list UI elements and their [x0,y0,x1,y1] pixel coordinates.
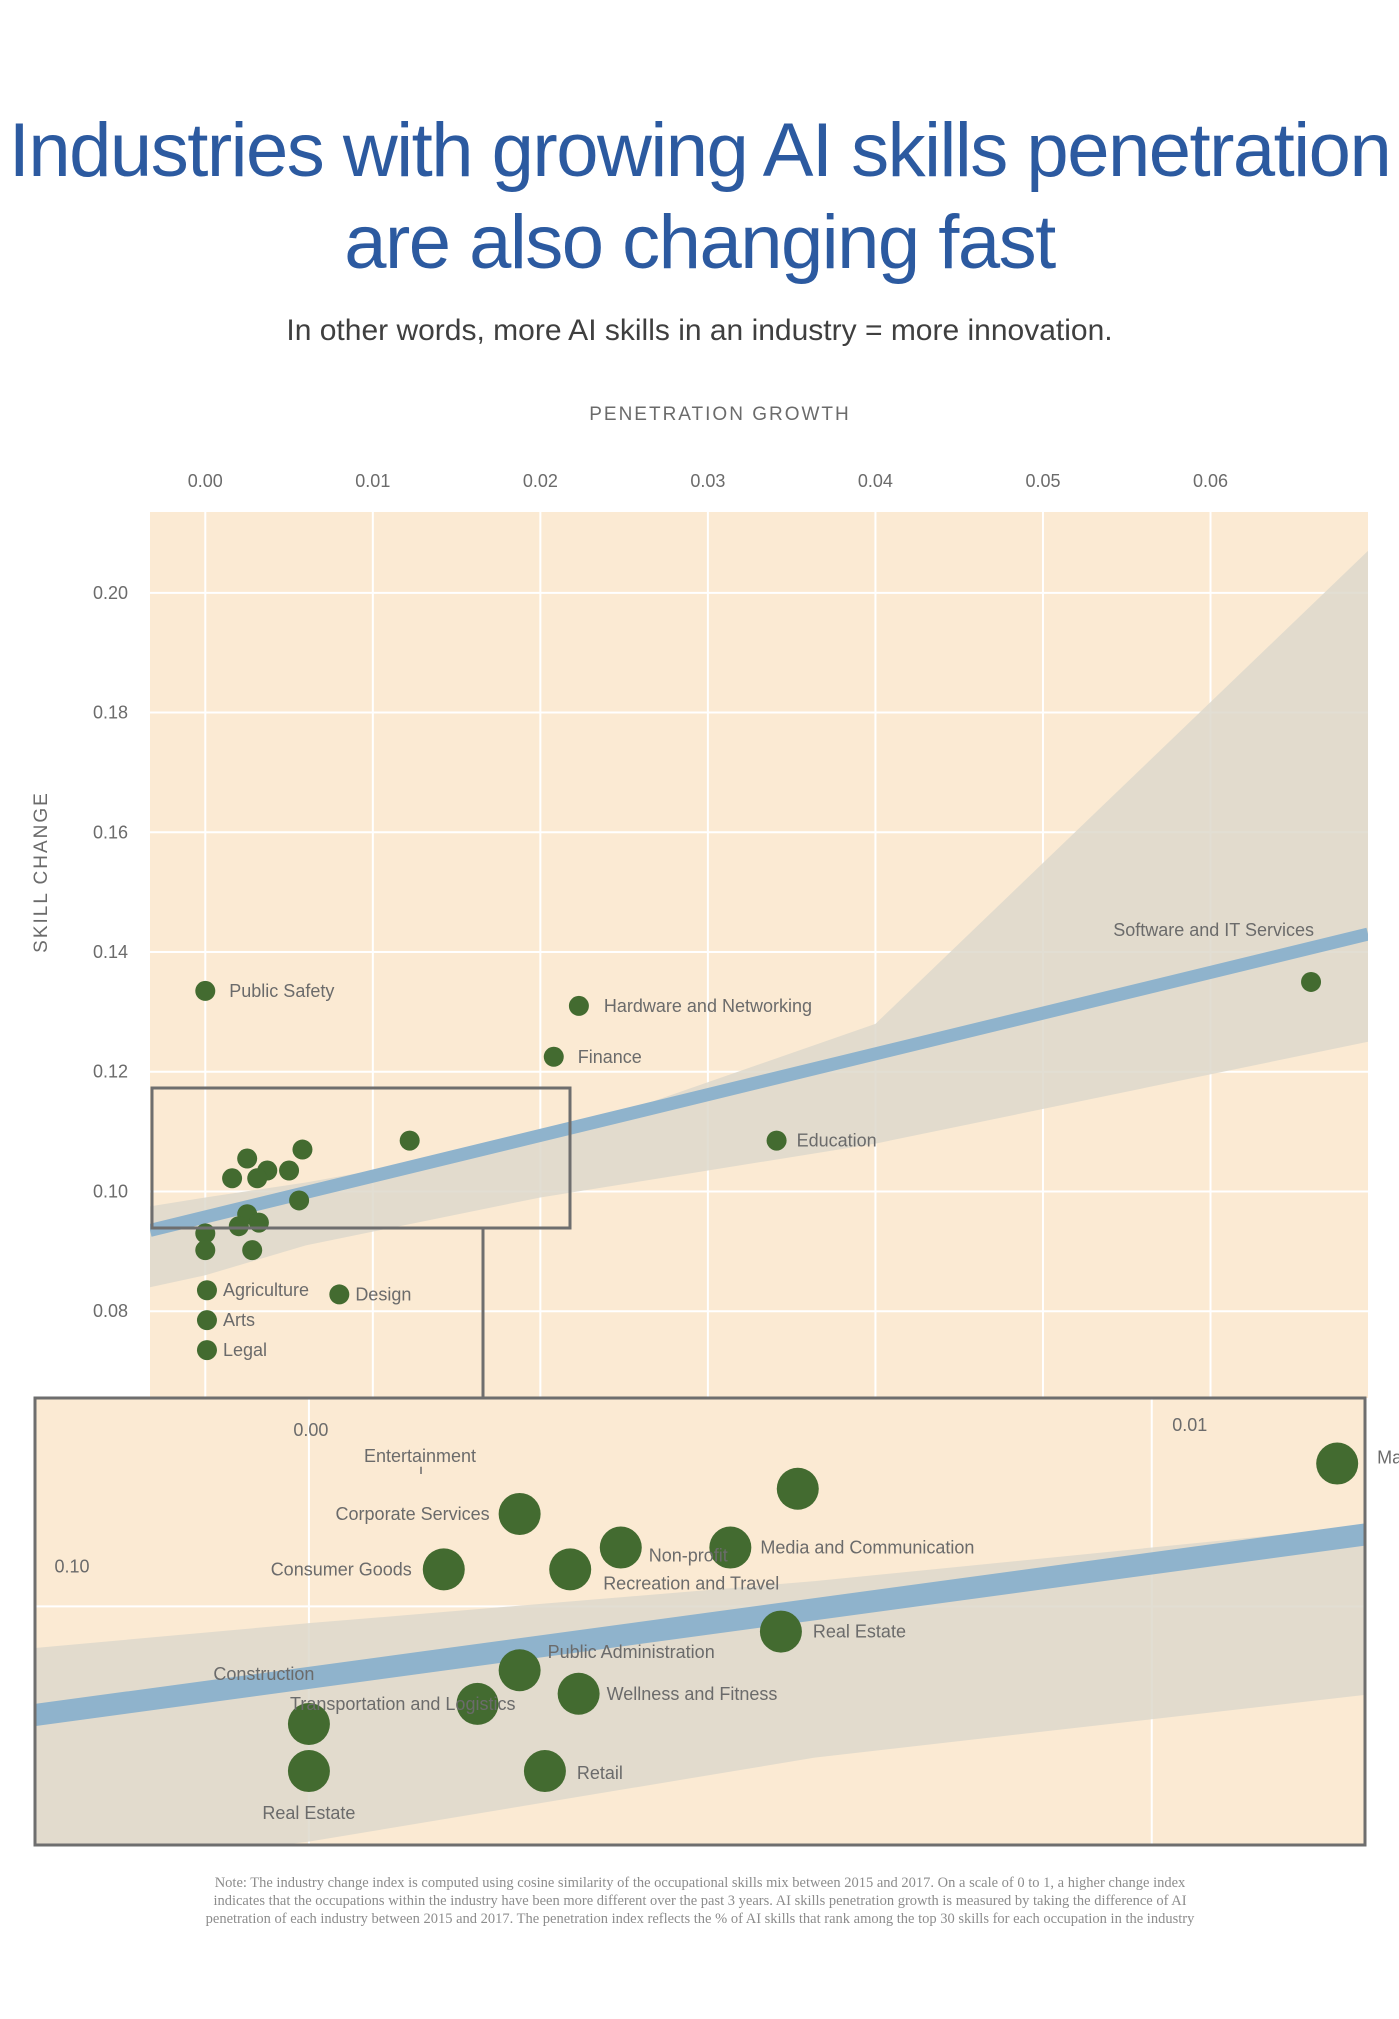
data-point [242,1240,263,1261]
data-point [289,1190,310,1211]
inset-data-label: Public Administration [548,1642,715,1662]
y-axis-title: SKILL CHANGE [31,791,52,953]
zoom-highlight-box [150,1086,572,1230]
data-label: Legal [223,1340,267,1360]
data-point [195,980,216,1001]
inset-data-point [456,1682,499,1725]
data-point [196,1310,217,1331]
x-tick-label: 0.05 [1025,471,1060,491]
data-label: Finance [578,1047,642,1067]
inset-trend-line [35,1523,1365,1727]
x-tick-label: 0.02 [523,471,558,491]
inset-data-point [1316,1442,1359,1485]
inset-data-label: Entertainment [364,1446,476,1466]
data-label: Education [797,1131,877,1151]
data-point [1301,971,1322,992]
inset-data-point [599,1526,642,1569]
inset-data-label: Real Estate [813,1622,906,1642]
main-plot-clip [150,550,1368,1288]
data-label: Agriculture [223,1280,309,1300]
inset-data-point [557,1672,600,1715]
inset-data-point [498,1649,541,1692]
main-plot: 0.00 0.01 0.02 0.03 0.04 0.05 0.06 0.08 0.10 0.12… [31,404,1368,1398]
x-tick-label: 0.04 [858,471,893,491]
data-point [228,1216,249,1237]
inset-data-label: Consumer Goods [271,1559,412,1579]
y-tick-label: 0.08 [93,1301,128,1321]
data-label: Design [355,1284,411,1304]
data-label: Arts [223,1310,255,1330]
inset-x-tick-label: 0.01 [1172,1415,1207,1435]
inset-y-tick-label: 0.10 [54,1556,89,1576]
inset-data-label: Recreation and Travel [603,1573,779,1593]
inset-confidence-band [35,1526,1365,1845]
inset-clip [35,1398,1365,1845]
footnote: Note: The industry change index is compu… [120,1874,1280,1928]
data-point [399,1130,420,1151]
data-point [766,1130,787,1151]
data-label: Hardware and Networking [604,996,812,1016]
inset-data-label: Transportation and Logistics [290,1694,515,1714]
x-tick-label: 0.00 [188,471,223,491]
inset-data-point [549,1548,592,1591]
inset-data-label: Wellness and Fitness [607,1684,778,1704]
inset-data-label: Manufacturing [1377,1448,1399,1468]
inset-data-label: Construction [213,1664,314,1684]
inset-data-point [287,1703,330,1746]
inset-data-point [422,1548,465,1591]
x-tick-label: 0.01 [355,471,390,491]
data-point [196,1340,217,1361]
data-point [568,995,589,1016]
y-tick-label: 0.12 [93,1062,128,1082]
inset-data-point [759,1610,802,1653]
inset-data-point [498,1492,541,1535]
inset-data-label: Non-profit [649,1546,728,1566]
data-label: Public Safety [229,981,334,1001]
inset-data-label: Real Estate [262,1803,355,1823]
inset-data-point [523,1750,566,1793]
inset-data-point [287,1750,330,1793]
y-tick-label: 0.18 [93,703,128,723]
zoom-inset-plot: 0.00 0.01 0.10 Manufacturing Entertainment Me… [33,1396,1399,1847]
y-tick-label: 0.20 [93,583,128,603]
data-point [196,1280,217,1301]
trend-line [150,927,1368,1237]
x-tick-label: 0.03 [690,471,725,491]
data-point [329,1284,350,1305]
data-point [247,1168,268,1189]
inset-data-label: Media and Communication [760,1538,974,1558]
y-tick-label: 0.16 [93,822,128,842]
data-point [279,1160,300,1181]
inset-data-label: Retail [577,1763,623,1783]
data-point [237,1148,258,1169]
footnote-line-3: penetration of each industry between 201… [205,1911,1195,1927]
chart-subtitle: In other words, more AI skills in an ind… [286,314,1113,347]
x-axis-title: PENETRATION GROWTH [589,404,851,425]
y-tick-label: 0.14 [93,942,128,962]
footnote-line-1: Note: The industry change index is compu… [214,1875,1186,1891]
data-point [248,1212,269,1233]
inset-data-point [709,1526,752,1569]
data-point [543,1046,564,1067]
data-point [292,1139,313,1160]
title-line-2: are also changing fast [344,200,1056,285]
inset-frame [33,1396,1367,1847]
x-tick-label: 0.06 [1193,471,1228,491]
inset-x-tick-label: 0.00 [293,1420,328,1440]
data-point [195,1240,216,1261]
confidence-band [150,550,1368,1288]
footnote-line-2: indicates that the occupations within th… [213,1893,1187,1909]
data-point [222,1168,243,1189]
data-label: Software and IT Services [1113,920,1314,940]
inset-data-point [776,1467,819,1510]
y-tick-label: 0.10 [93,1181,128,1201]
title-line-1: Industries with growing AI skills penetr… [8,108,1392,193]
chart-title: Industries with growing AI skills penetr… [0,105,1399,289]
inset-data-label: Corporate Services [336,1504,490,1524]
